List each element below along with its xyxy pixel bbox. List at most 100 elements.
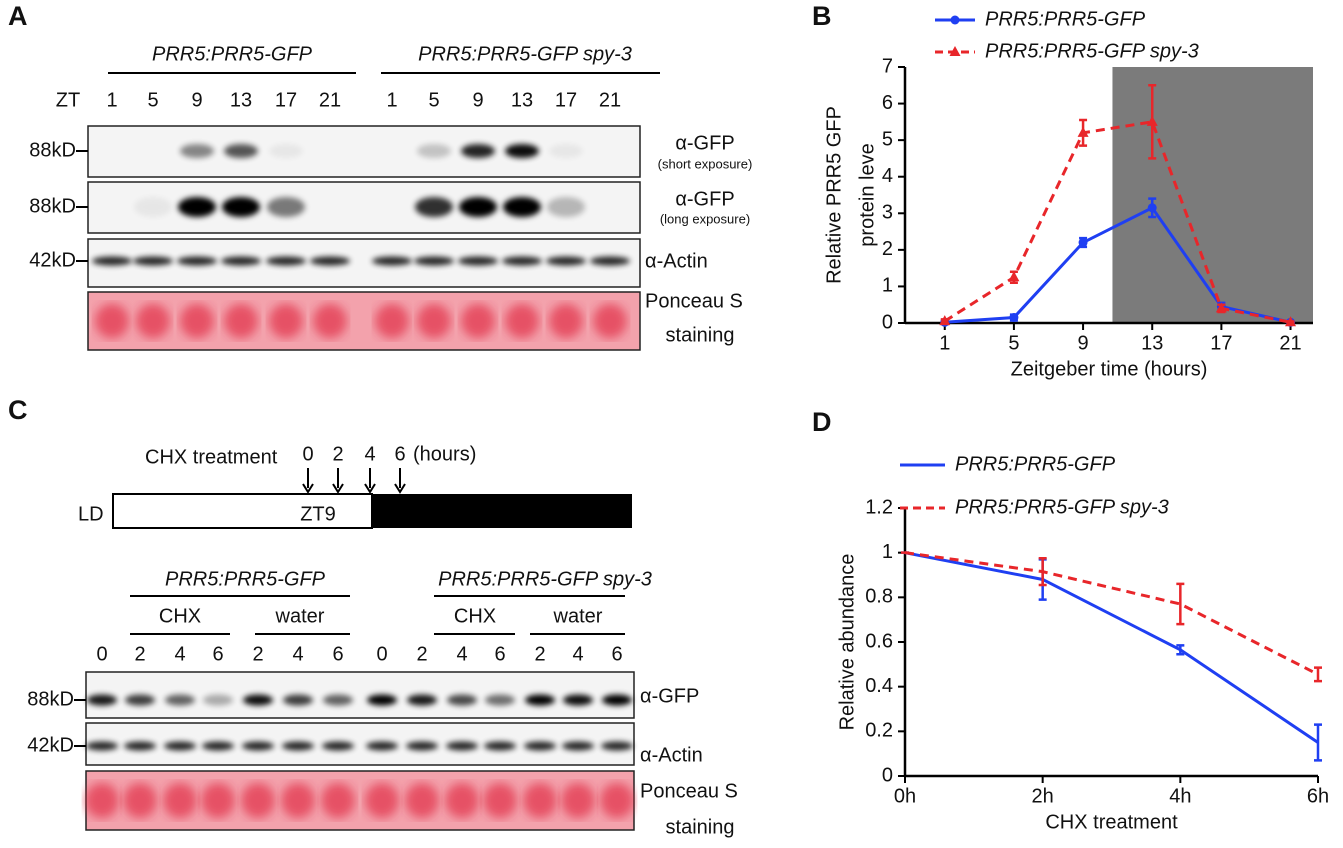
lane-label: 17 xyxy=(275,89,297,111)
blot-label: Ponceau S xyxy=(645,290,743,312)
point xyxy=(1215,302,1227,313)
band xyxy=(546,256,586,266)
x-tick-label: 0h xyxy=(894,785,916,807)
lane-label: 6 xyxy=(212,643,223,665)
subgroup-label: water xyxy=(553,605,603,627)
band xyxy=(415,197,453,217)
group-label: PRR5:PRR5-GFP spy-3 xyxy=(438,568,652,590)
arrow-head xyxy=(332,483,344,494)
blot-label: α-GFP xyxy=(640,685,699,707)
mw-marker: 88kD xyxy=(27,688,74,710)
panel-label: A xyxy=(8,1,28,31)
dark-period-shade xyxy=(1112,67,1313,323)
y-tick-label: 0.6 xyxy=(865,630,893,652)
time-label: 4 xyxy=(364,443,375,465)
lane-label: 4 xyxy=(456,643,467,665)
band xyxy=(549,144,583,158)
x-tick-label: 2h xyxy=(1032,785,1054,807)
series-line xyxy=(943,120,1291,324)
lane-label: 21 xyxy=(319,89,341,111)
ponceau-band xyxy=(549,303,583,339)
ponceau-band xyxy=(321,782,355,819)
y-tick-label: 0.4 xyxy=(865,675,893,697)
subgroup-label: water xyxy=(275,605,325,627)
ponceau-band xyxy=(180,303,214,339)
x-tick-label: 6h xyxy=(1307,785,1329,807)
group-label: PRR5:PRR5-GFP xyxy=(152,43,313,65)
ponceau-band xyxy=(417,303,451,339)
blot-label: α-Actin xyxy=(640,744,703,766)
legend-label: PRR5:PRR5-GFP xyxy=(985,8,1146,30)
lane-label: 2 xyxy=(534,643,545,665)
y-tick-label: 0 xyxy=(882,764,893,786)
ponceau-band xyxy=(241,782,275,819)
ponceau-band xyxy=(365,782,399,819)
band xyxy=(203,694,233,706)
lane-label: 9 xyxy=(472,89,483,111)
band xyxy=(602,694,632,706)
band xyxy=(87,694,117,706)
ponceau-band xyxy=(269,303,303,339)
subgroup-label: CHX xyxy=(159,605,201,627)
lane-label: 2 xyxy=(252,643,263,665)
band xyxy=(563,694,593,706)
lane-label: 13 xyxy=(230,89,252,111)
band xyxy=(547,197,585,217)
zt-label: ZT9 xyxy=(300,503,336,525)
ld-label: LD xyxy=(78,503,104,525)
ponceau-band xyxy=(375,303,409,339)
lane-label: 9 xyxy=(191,89,202,111)
arrow-head xyxy=(394,483,406,494)
panel-label: D xyxy=(812,407,832,437)
group-label: PRR5:PRR5-GFP xyxy=(165,568,326,590)
mw-marker: 88kD xyxy=(29,195,76,217)
ponceau-band xyxy=(163,782,197,819)
ponceau-band xyxy=(313,303,347,339)
y-tick-label: 1 xyxy=(882,541,893,563)
time-label: 2 xyxy=(332,443,343,465)
band xyxy=(164,741,196,751)
blot-label: α-GFP xyxy=(675,132,734,154)
point xyxy=(1285,316,1297,327)
time-unit: (hours) xyxy=(413,443,476,465)
lane-label: 2 xyxy=(416,643,427,665)
lane-label: 5 xyxy=(428,89,439,111)
y-tick-label: 3 xyxy=(882,202,893,224)
time-label: 6 xyxy=(394,443,405,465)
lane-label: 2 xyxy=(134,643,145,665)
error-bar xyxy=(1038,557,1047,587)
band xyxy=(461,144,495,158)
lane-label: 4 xyxy=(572,643,583,665)
band xyxy=(222,197,260,217)
band xyxy=(124,741,156,751)
lane-label: 6 xyxy=(332,643,343,665)
point xyxy=(1077,126,1089,137)
band xyxy=(414,256,454,266)
y-tick-label: 0.8 xyxy=(865,586,893,608)
blot-label: α-GFP xyxy=(675,188,734,210)
band xyxy=(366,741,398,751)
band xyxy=(221,256,261,266)
band xyxy=(165,694,195,706)
point xyxy=(939,315,951,326)
arrow-head xyxy=(364,483,376,494)
band xyxy=(323,694,353,706)
blot-label: staining xyxy=(666,816,735,838)
x-tick-label: 13 xyxy=(1141,332,1163,354)
blot-label: staining xyxy=(666,324,735,346)
band xyxy=(590,256,630,266)
legend-marker xyxy=(950,15,960,25)
y-tick-label: 4 xyxy=(882,165,893,187)
band xyxy=(447,694,477,706)
band xyxy=(86,741,118,751)
legend-label: PRR5:PRR5-GFP spy-3 xyxy=(985,40,1199,62)
legend-label: PRR5:PRR5-GFP spy-3 xyxy=(955,496,1169,518)
band xyxy=(269,144,303,158)
y-tick-label: 5 xyxy=(882,128,893,150)
panel-label: C xyxy=(8,395,28,425)
ponceau-band xyxy=(593,303,627,339)
ponceau-band xyxy=(600,782,634,819)
y-tick-label: 0.2 xyxy=(865,720,893,742)
band xyxy=(505,144,539,158)
